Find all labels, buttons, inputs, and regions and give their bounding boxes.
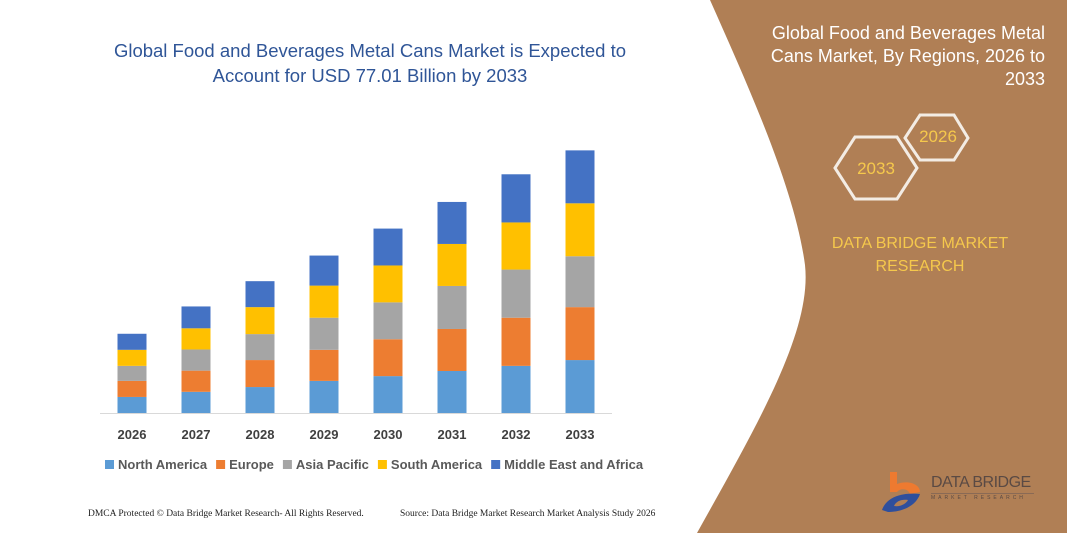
bar-segment-2026-middle-east-and-africa	[117, 333, 147, 350]
x-tick-label: 2033	[566, 427, 595, 442]
bar-segment-2028-north-america	[245, 387, 275, 413]
bar-segment-2029-south-america	[309, 285, 339, 318]
bar-segment-2026-asia-pacific	[117, 365, 147, 381]
footer-copyright: DMCA Protected © Data Bridge Market Rese…	[88, 509, 364, 519]
brand-line-1: DATA BRIDGE MARKET	[831, 235, 1009, 252]
bar-segment-2031-middle-east-and-africa	[437, 201, 467, 244]
x-tick-label: 2031	[438, 427, 467, 442]
hex-label-end: 2033	[857, 159, 895, 178]
x-tick-label: 2027	[182, 427, 211, 442]
brand-text: DATA BRIDGE MARKET RESEARCH	[820, 232, 1020, 278]
legend-label: South America	[391, 457, 483, 472]
bar-segment-2029-north-america	[309, 380, 339, 413]
legend-label: Middle East and Africa	[504, 457, 644, 472]
bar-segment-2029-asia-pacific	[309, 317, 339, 350]
hexagon-2026-icon	[903, 113, 970, 162]
bar-segment-2026-europe	[117, 380, 147, 397]
bar-segment-2027-europe	[181, 370, 211, 392]
bar-segment-2033-europe	[565, 307, 595, 361]
bar-segment-2028-asia-pacific	[245, 334, 275, 361]
hexagon-2033-icon	[833, 135, 919, 201]
legend-swatch	[216, 460, 226, 469]
bar-segment-2033-north-america	[565, 360, 595, 413]
bar-segment-2033-asia-pacific	[565, 256, 595, 308]
stacked-bar-chart: 2026 2027 2028 2029 2030 2031 2032 2033 North Am…	[100, 150, 644, 472]
legend-swatch	[377, 460, 387, 469]
side-panel-title: Global Food and Beverages Metal Cans Mar…	[770, 23, 1045, 89]
brand-line-2: RESEARCH	[875, 258, 965, 275]
bar-segment-2028-europe	[245, 360, 275, 388]
bar-segment-2031-south-america	[437, 243, 467, 286]
bar-segment-2028-middle-east-and-africa	[245, 281, 275, 308]
bar-segment-2030-south-america	[373, 265, 403, 303]
bar-segment-2027-south-america	[181, 328, 211, 350]
legend-label: Europe	[229, 457, 274, 472]
bar-segment-2026-north-america	[117, 396, 147, 413]
bar-segment-2032-asia-pacific	[501, 269, 531, 318]
bar-segment-2027-asia-pacific	[181, 349, 211, 371]
legend-swatch	[282, 460, 292, 469]
bar-segment-2027-north-america	[181, 391, 211, 413]
legend-swatch	[105, 460, 114, 469]
bar-segment-2032-south-america	[501, 222, 531, 270]
x-tick-label: 2030	[374, 427, 403, 442]
x-tick-label: 2032	[502, 427, 531, 442]
hexagon-icons	[833, 113, 970, 201]
bar-segment-2029-middle-east-and-africa	[309, 255, 339, 286]
bar-segment-2027-middle-east-and-africa	[181, 306, 211, 329]
bar-segment-2033-south-america	[565, 203, 595, 257]
bar-segment-2026-south-america	[117, 349, 147, 366]
bar-segment-2032-europe	[501, 317, 531, 366]
bar-segment-2030-north-america	[373, 376, 403, 413]
x-tick-label: 2026	[118, 427, 147, 442]
bar-segment-2032-middle-east-and-africa	[501, 174, 531, 223]
x-tick-label: 2028	[246, 427, 275, 442]
legend-swatch	[491, 460, 501, 469]
legend-label: North America	[118, 457, 208, 472]
bar-segment-2028-south-america	[245, 307, 275, 335]
logo-divider	[931, 493, 1034, 494]
bar-segment-2030-europe	[373, 339, 403, 377]
legend: North America Europe Asia Pacific South Ame…	[105, 457, 644, 472]
bar-segment-2030-middle-east-and-africa	[373, 228, 403, 266]
bar-segment-2031-north-america	[437, 370, 467, 413]
x-tick-label: 2029	[310, 427, 339, 442]
bar-segment-2030-asia-pacific	[373, 302, 403, 340]
bar-segment-2032-north-america	[501, 365, 531, 413]
logo-name: DATA BRIDGE	[931, 474, 1031, 491]
bar-segment-2031-europe	[437, 328, 467, 371]
footer-source: Source: Data Bridge Market Research Mark…	[400, 509, 656, 519]
logo-subtitle: MARKET RESEARCH	[931, 495, 1026, 501]
data-bridge-logo-icon	[882, 472, 920, 512]
legend-label: Asia Pacific	[296, 457, 369, 472]
bar-segment-2033-middle-east-and-africa	[565, 150, 595, 204]
bar-segment-2029-europe	[309, 349, 339, 381]
chart-title: Global Food and Beverages Metal Cans Mar…	[113, 40, 627, 86]
bar-segment-2031-asia-pacific	[437, 285, 467, 329]
hex-label-start: 2026	[919, 127, 957, 146]
